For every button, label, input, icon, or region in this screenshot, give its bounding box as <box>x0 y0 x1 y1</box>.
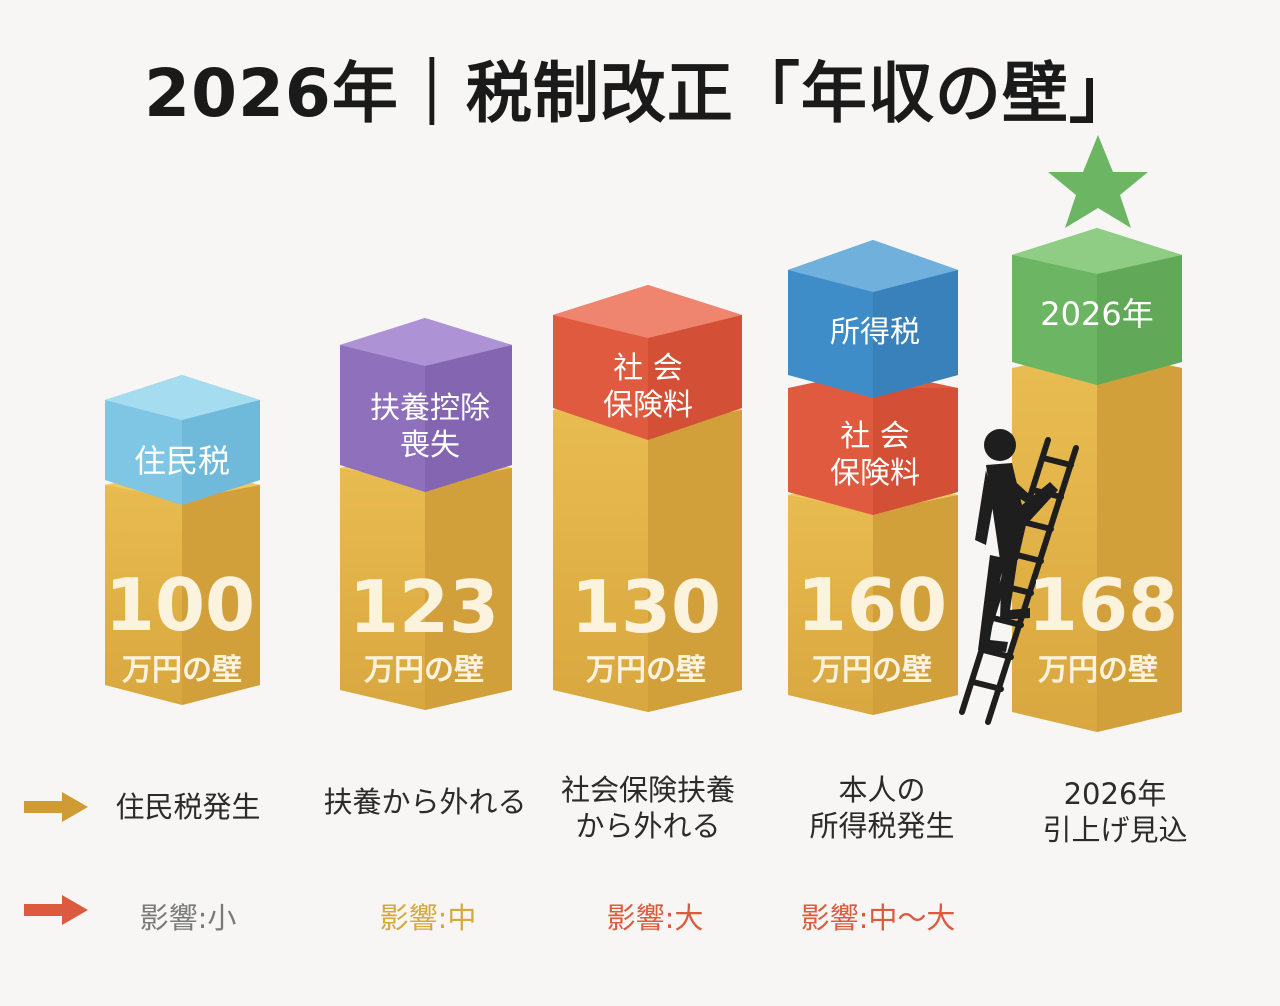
description-130: 社会保険扶養 から外れる <box>560 773 735 843</box>
wall-bar-168 <box>1012 228 1182 732</box>
block-shakai-hokenryo-2 <box>788 370 958 515</box>
wall-bar-123 <box>340 318 512 710</box>
wall-bar-130 <box>553 285 742 712</box>
block-label-shakai-1: 社 会 <box>613 351 683 386</box>
impact-160: 影響:中〜大 <box>800 901 956 935</box>
block-label-shakai4-1: 社 会 <box>840 419 910 454</box>
block-2026 <box>1012 228 1182 385</box>
block-label-jyuminzei: 住民税 <box>134 442 230 480</box>
amount-123: 123 <box>349 565 499 649</box>
block-label-fuyou-2: 喪失 <box>400 428 460 463</box>
climbing-person-icon <box>975 429 1058 652</box>
unit-160: 万円の壁 <box>812 653 932 688</box>
amount-160: 160 <box>797 563 947 647</box>
block-label-shakai4-2: 保険料 <box>830 456 920 491</box>
star-icon <box>1048 135 1148 228</box>
red-arrow-icon <box>24 895 88 925</box>
gold-arrow-icon <box>24 792 88 822</box>
wall-bar-100 <box>105 375 260 705</box>
block-shakai-hokenryo <box>553 285 742 440</box>
amount-130: 130 <box>571 565 721 649</box>
amount-168: 168 <box>1028 563 1178 647</box>
description-168: 2026年 引上げ見込 <box>1042 777 1188 847</box>
amount-100: 100 <box>105 563 255 647</box>
block-jyuminzei <box>105 375 260 505</box>
block-label-shakai-2: 保険料 <box>603 388 693 423</box>
block-fuyou-koujo <box>340 318 512 492</box>
unit-100: 万円の壁 <box>122 653 242 688</box>
description-123: 扶養から外れる <box>323 785 527 819</box>
block-label-2026: 2026年 <box>1040 295 1153 333</box>
unit-130: 万円の壁 <box>586 653 706 688</box>
impact-130: 影響:大 <box>606 901 704 935</box>
unit-123: 万円の壁 <box>364 653 484 688</box>
description-100: 住民税発生 <box>115 790 261 824</box>
block-label-fuyou-1: 扶養控除 <box>370 391 490 426</box>
wall-bar-160 <box>788 240 958 715</box>
block-label-shotokuzei: 所得税 <box>830 315 920 350</box>
unit-168: 万円の壁 <box>1038 653 1158 688</box>
impact-100: 影響:小 <box>139 901 237 935</box>
description-160: 本人の 所得税発生 <box>809 773 955 843</box>
page-title: 2026年｜税制改正「年収の壁」 <box>144 55 1136 132</box>
block-shotokuzei <box>788 240 958 398</box>
impact-123: 影響:中 <box>379 901 477 935</box>
